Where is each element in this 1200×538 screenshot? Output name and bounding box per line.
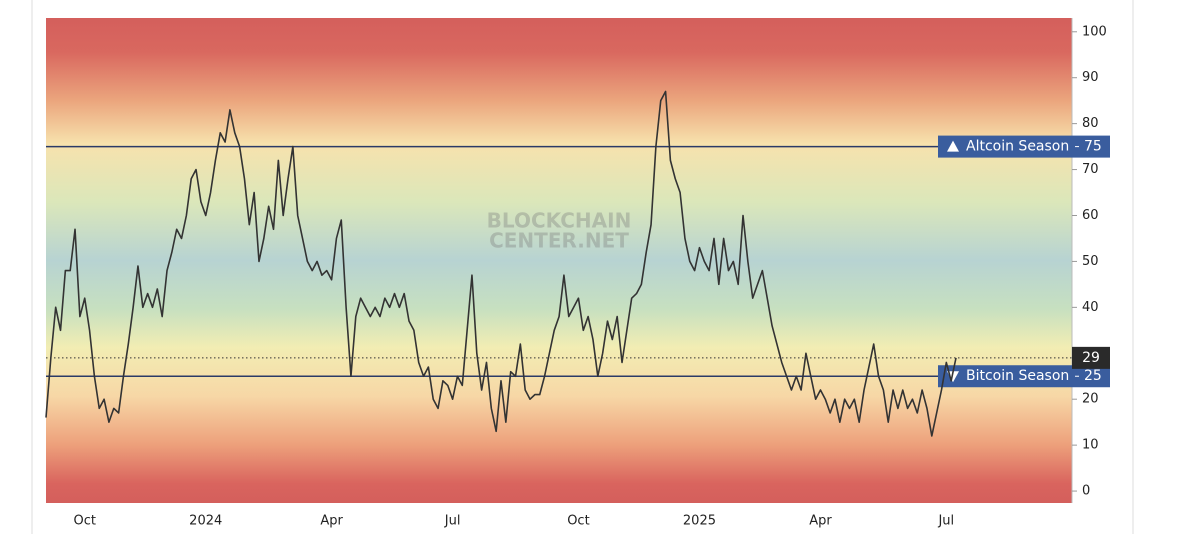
season-tag [938,135,1110,158]
x-tick-label: Apr [320,514,343,529]
x-tick-label: Jul [937,514,954,529]
current-value-tag [1072,346,1110,369]
y-tick-label: 60 [1082,208,1099,223]
plot-background [46,18,1072,503]
x-tick-label: Apr [809,514,832,529]
season-icon [947,140,959,152]
y-tick-label: 70 [1082,162,1099,177]
index-line [45,90,957,437]
current-value-label: 29 [1082,350,1100,366]
season-value: 75 [1084,139,1102,155]
y-tick-label: 40 [1082,300,1099,315]
season-label: Altcoin Season [966,139,1069,155]
y-tick-label: 20 [1082,392,1099,407]
y-tick-label: 80 [1082,116,1099,131]
y-tick-label: 100 [1082,24,1107,39]
y-tick-label: 90 [1082,70,1099,85]
y-tick-label: 50 [1082,254,1099,269]
watermark: CENTER.NET [489,229,629,253]
season-tag [938,365,1110,388]
season-label: Bitcoin Season [966,368,1069,384]
watermark: BLOCKCHAIN [487,209,632,233]
y-tick-label: 0 [1082,484,1090,499]
y-tick-label: 10 [1082,438,1099,453]
x-tick-label: Jul [444,514,461,529]
x-tick-label: 2025 [683,514,716,529]
x-tick-label: Oct [567,514,589,529]
x-tick-label: Oct [73,514,95,529]
x-tick-label: 2024 [189,514,222,529]
season-value: 25 [1084,368,1102,384]
